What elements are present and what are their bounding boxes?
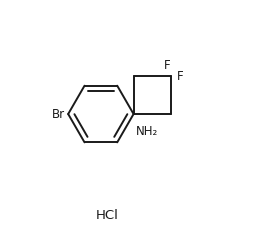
Text: Br: Br bbox=[52, 108, 65, 121]
Text: NH₂: NH₂ bbox=[135, 125, 158, 138]
Text: F: F bbox=[177, 70, 183, 83]
Text: HCl: HCl bbox=[95, 209, 118, 222]
Text: F: F bbox=[163, 59, 170, 72]
